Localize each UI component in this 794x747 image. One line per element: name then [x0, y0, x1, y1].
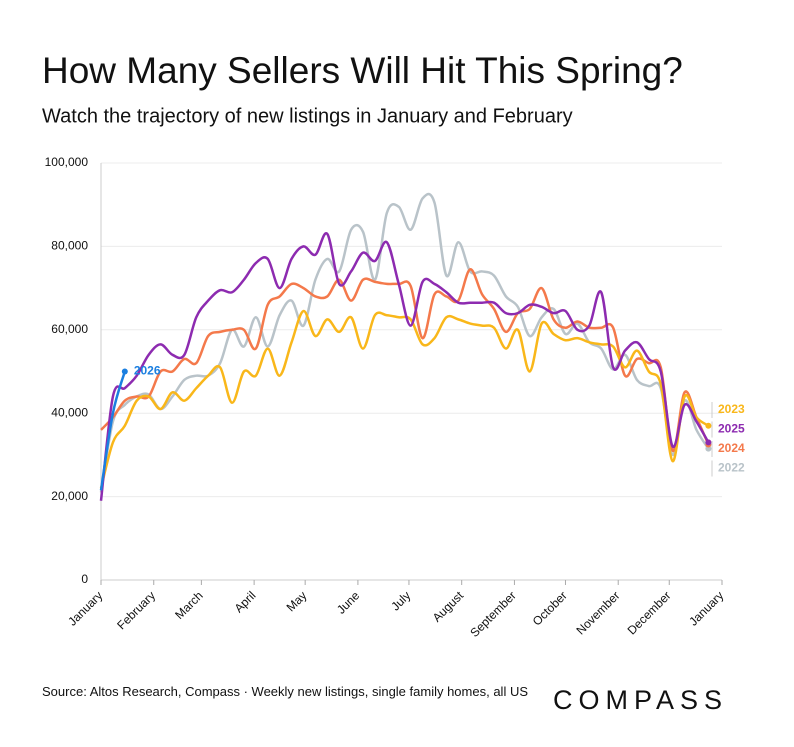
x-tick-label: April — [232, 588, 259, 615]
x-tick-label: February — [114, 588, 158, 632]
x-tick-label: July — [388, 588, 413, 613]
series-line — [99, 309, 710, 489]
y-tick-label: 20,000 — [51, 489, 88, 503]
end-dot — [705, 439, 712, 446]
x-tick-label: August — [430, 588, 467, 625]
end-dot — [121, 368, 128, 375]
x-tick-label: September — [467, 588, 518, 639]
x-tick-label: January — [686, 588, 726, 628]
x-tick-label: March — [172, 588, 205, 621]
source-box: Source: Altos Research, Compass · Weekly… — [42, 684, 529, 699]
y-tick-label: 0 — [81, 572, 88, 586]
series-line — [99, 192, 710, 493]
x-tick-label: November — [574, 588, 623, 637]
x-tick-label: June — [334, 588, 363, 617]
end-dot — [705, 422, 712, 429]
y-tick-label: 60,000 — [51, 322, 88, 336]
series-line — [99, 371, 127, 491]
x-tick-label: October — [530, 588, 570, 628]
legend-label: 2025 — [718, 422, 745, 436]
chart-title: How Many Sellers Will Hit This Spring? — [42, 50, 683, 91]
y-tick-label: 80,000 — [51, 239, 88, 253]
source: Source: Altos Research, Compass · Weekly… — [42, 684, 529, 699]
legend-label: 2022 — [718, 461, 745, 475]
legend-label: 2023 — [718, 402, 745, 416]
end-dot — [705, 445, 712, 452]
legend-label: 2026 — [134, 364, 161, 378]
x-tick-label: May — [284, 588, 310, 614]
y-tick-label: 100,000 — [45, 155, 89, 169]
logo: COMPASS — [553, 685, 728, 715]
x-tick-label: January — [65, 588, 105, 628]
legend-label: 2024 — [718, 441, 745, 455]
y-tick-label: 40,000 — [51, 405, 88, 419]
chart-subtitle: Watch the trajectory of new listings in … — [42, 105, 573, 127]
series-line — [100, 268, 710, 452]
x-tick-label: December — [625, 588, 674, 637]
series-line — [99, 232, 710, 501]
